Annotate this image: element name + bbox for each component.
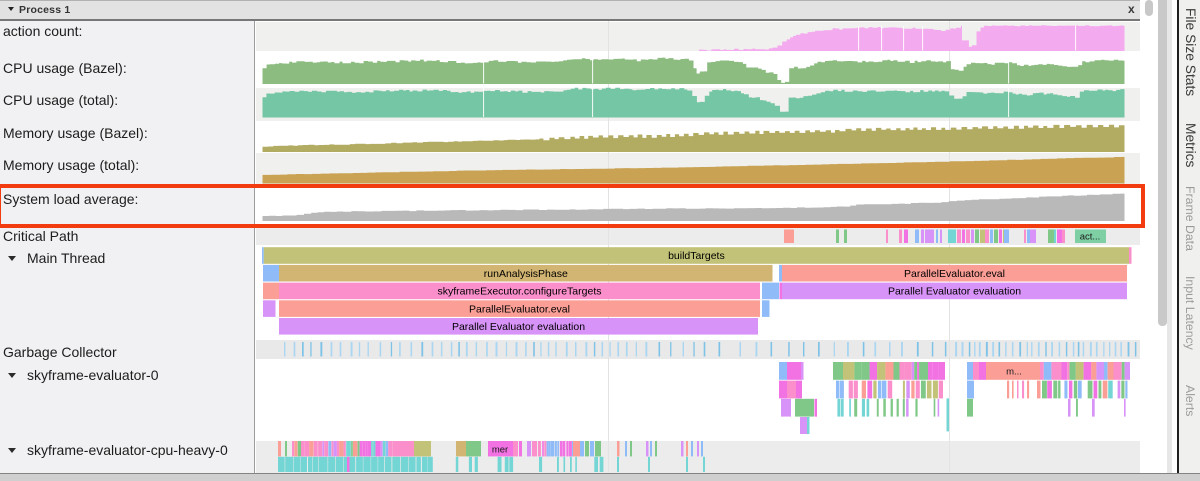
svg-text:ParallelEvaluator.eval: ParallelEvaluator.eval xyxy=(469,303,570,315)
svg-text:act...: act... xyxy=(1080,232,1101,243)
svg-text:buildTargets: buildTargets xyxy=(668,250,725,262)
svg-text:skyframeExecutor.configureTarg: skyframeExecutor.configureTargets xyxy=(438,286,602,298)
svg-text:Parallel Evaluator evaluation: Parallel Evaluator evaluation xyxy=(452,321,585,333)
svg-text:m...: m... xyxy=(1006,367,1022,378)
svg-text:runAnalysisPhase: runAnalysisPhase xyxy=(484,268,568,280)
svg-text:mer: mer xyxy=(492,445,508,456)
svg-text:Parallel Evaluator evaluation: Parallel Evaluator evaluation xyxy=(888,286,1021,298)
svg-text:ParallelEvaluator.eval: ParallelEvaluator.eval xyxy=(904,268,1005,280)
